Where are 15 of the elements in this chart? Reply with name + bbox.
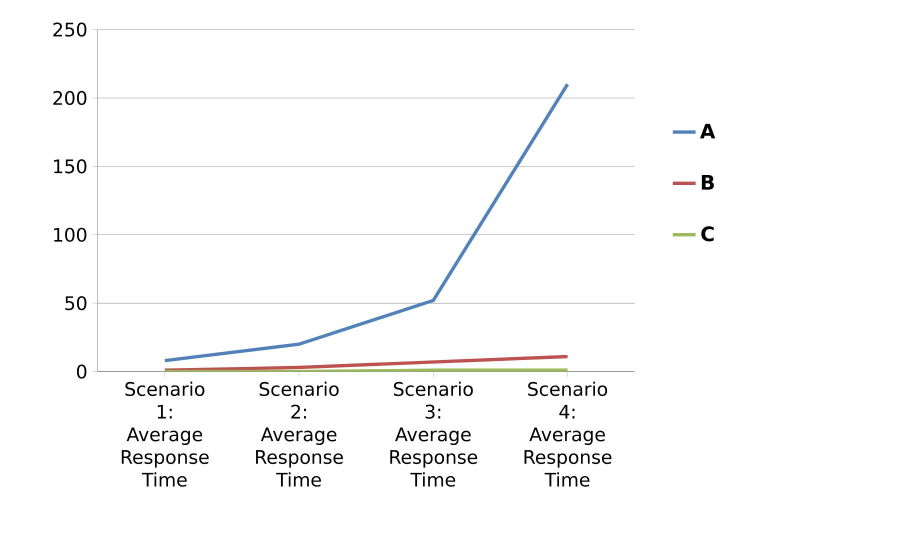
legend-label: B bbox=[702, 175, 714, 190]
legend-label: A bbox=[700, 124, 716, 138]
line-series bbox=[163, 82, 570, 362]
y-tick-label: 150 bbox=[54, 159, 86, 174]
x-tick-label: Scenario 4: Average Response Time bbox=[524, 382, 612, 487]
legend-label: C bbox=[701, 226, 714, 242]
y-tick-label: 250 bbox=[53, 22, 86, 37]
x-tick-label: Scenario 1: Average Response Time bbox=[122, 382, 209, 487]
y-tick-label: 50 bbox=[65, 296, 86, 310]
x-tick-label: Scenario 3: Average Response Time bbox=[390, 382, 478, 487]
x-tick-label: Scenario 2: Average Response Time bbox=[256, 382, 343, 487]
y-tick-label: 200 bbox=[53, 90, 86, 106]
y-tick-label: 0 bbox=[76, 364, 86, 379]
y-tick-label: 100 bbox=[54, 228, 86, 242]
line-series bbox=[163, 354, 570, 372]
